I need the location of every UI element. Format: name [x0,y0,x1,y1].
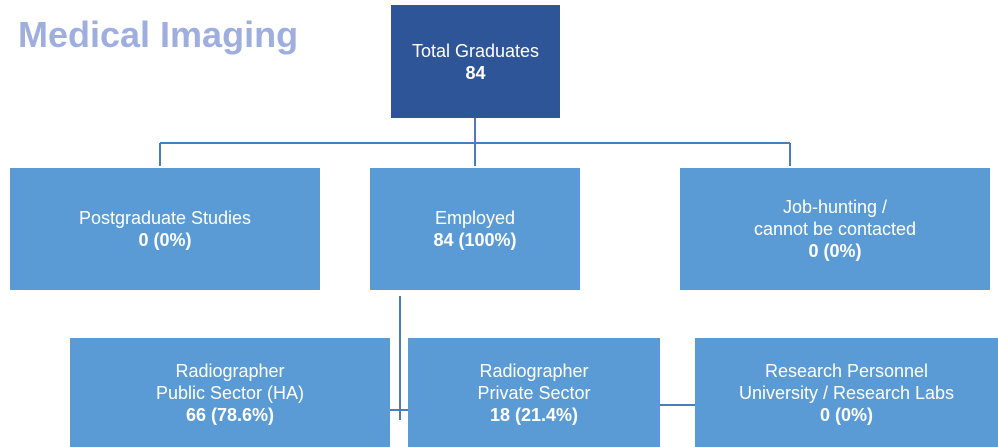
node-box: Total Graduates 84 [391,5,560,118]
node-label: Total Graduates [411,40,540,61]
node-box: Employed 84 (100%) [370,168,580,290]
node-box: Postgraduate Studies 0 (0%) [10,168,320,290]
node-value: 0 (0%) [808,241,862,261]
node-value: 18 (21.4%) [489,404,579,425]
node-box: Radiographer Public Sector (HA) 66 (78.6%) [70,338,390,447]
node-box: Radiographer Private Sector 18 (21.4%) [408,338,660,447]
node-value: 84 (100%) [433,230,517,250]
node-value: 66 (78.6%) [185,404,275,425]
node-value: 0 (0%) [138,230,192,250]
node-label: University / Research Labs [738,382,955,403]
node-value: 84 [465,62,486,83]
node-box: Research Personnel University / Research … [695,338,998,447]
node-label: Private Sector [477,382,591,403]
node-label: Job-hunting / [782,197,888,217]
node-label: Employed [434,208,516,228]
node-value: 0 (0%) [819,404,873,425]
node-label: Radiographer [175,360,285,381]
node-label: Postgraduate Studies [78,208,252,228]
node-box: Job-hunting / cannot be contacted 0 (0%) [680,168,990,290]
node-label: cannot be contacted [753,219,917,239]
node-label: Research Personnel [764,360,929,381]
node-label: Radiographer [479,360,589,381]
title: Medical Imaging [18,14,299,55]
node-label: Public Sector (HA) [155,382,305,403]
